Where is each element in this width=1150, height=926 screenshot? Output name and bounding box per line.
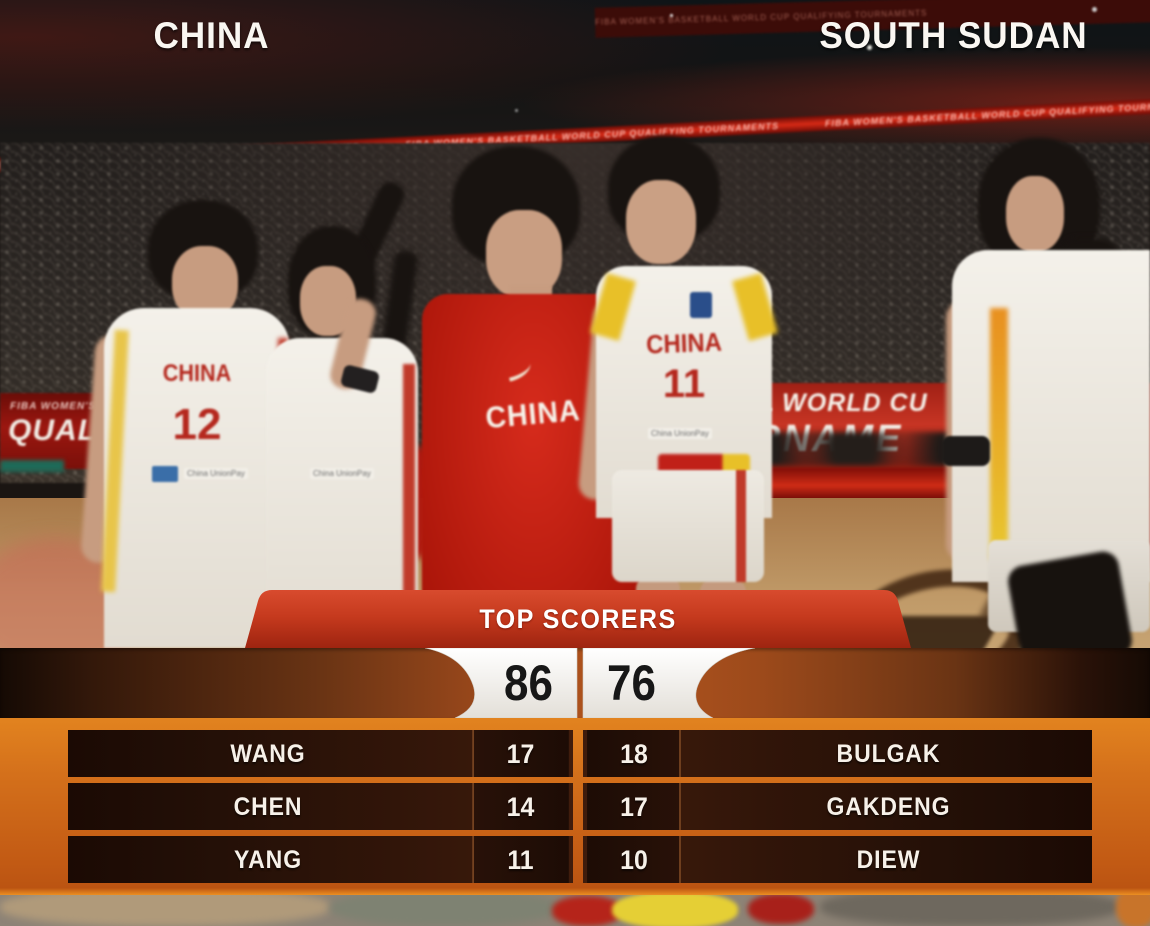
team-name-right: SOUTH SUDAN [819,15,1088,56]
table-row: CHEN 14 [68,783,573,830]
player-name: GAKDENG [826,793,951,821]
court-patch [330,890,560,926]
sponsor-text: China UnionPay [648,428,712,439]
player-points: 10 [587,836,681,883]
team-name-left: CHINA [153,15,270,56]
red-shoe [748,894,814,924]
score-boxes [424,648,756,718]
player-name: YANG [233,846,303,874]
table-row: WANG 17 [68,730,573,777]
player5-face [1006,176,1064,252]
top-scorers-banner [245,590,911,648]
sponsor-text: China UnionPay [184,468,248,479]
arena-lights [670,14,673,17]
player-points: 18 [587,730,681,777]
player-name: DIEW [856,846,921,874]
jersey-number: 12 [172,400,222,449]
yellow-shoe [612,892,738,926]
table-row: YANG 11 [68,836,573,883]
red-shoe [552,896,622,926]
unionpay-logo [152,466,178,482]
jersey-trim [990,308,1008,560]
table-row: 10 DIEW [583,836,1092,883]
jersey-trim [403,364,415,604]
player-points: 17 [472,730,569,777]
player-name: CHEN [233,793,303,821]
player-points: 11 [472,836,569,883]
score-right: 76 [607,655,656,711]
table-row: 18 BULGAK [583,730,1092,777]
player-points: 14 [472,783,569,830]
teal-sign-glow [0,460,64,472]
red-shirt-face [486,210,562,298]
player-points: 17 [587,783,681,830]
player5-jersey [952,250,1150,582]
player-name: WANG [230,740,306,768]
board-title: FIBA WOMEN'S [10,401,97,412]
jersey-number: 11 [662,362,706,406]
table-row: 17 GAKDENG [583,783,1092,830]
score-left: 86 [504,655,553,711]
player5-wristband [942,436,990,466]
shorts-stripe [736,470,746,582]
player12-face [172,246,238,320]
player11-shorts [612,470,764,582]
score-box-right [582,648,756,718]
jersey-team-text: CHINA [162,360,232,387]
score-box-left [424,648,578,718]
player11-face [626,180,696,264]
top-scorers-label: TOP SCORERS [479,604,677,634]
fiba-patch [690,292,712,318]
player-name: BULGAK [836,740,941,768]
banner-shape [245,590,911,648]
sponsor-text: China UnionPay [310,468,374,479]
